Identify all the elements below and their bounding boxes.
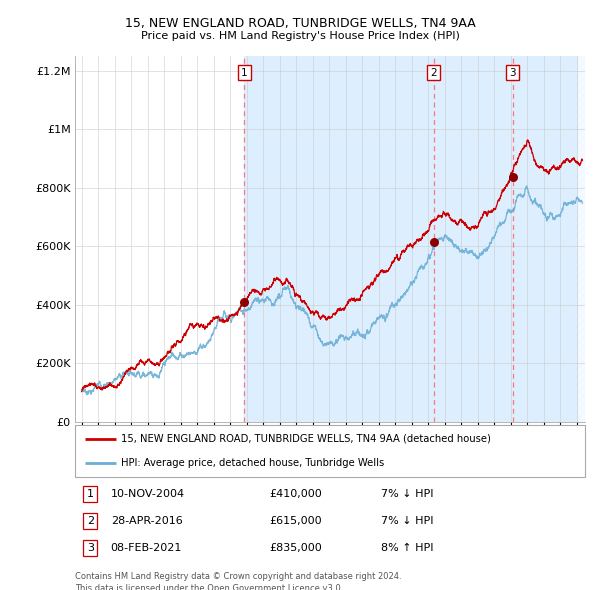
Text: £410,000: £410,000 <box>269 489 322 499</box>
Text: Price paid vs. HM Land Registry's House Price Index (HPI): Price paid vs. HM Land Registry's House … <box>140 31 460 41</box>
Text: Contains HM Land Registry data © Crown copyright and database right 2024.: Contains HM Land Registry data © Crown c… <box>75 572 401 581</box>
Text: 2: 2 <box>430 67 437 77</box>
Bar <box>578 56 585 422</box>
Text: £835,000: £835,000 <box>269 543 322 553</box>
Text: 15, NEW ENGLAND ROAD, TUNBRIDGE WELLS, TN4 9AA: 15, NEW ENGLAND ROAD, TUNBRIDGE WELLS, T… <box>125 17 475 30</box>
Text: This data is licensed under the Open Government Licence v3.0.: This data is licensed under the Open Gov… <box>75 584 343 590</box>
Text: 10-NOV-2004: 10-NOV-2004 <box>111 489 185 499</box>
Text: 8% ↑ HPI: 8% ↑ HPI <box>381 543 433 553</box>
Text: 3: 3 <box>87 543 94 553</box>
Text: 3: 3 <box>509 67 516 77</box>
Text: 1: 1 <box>241 67 248 77</box>
Text: 7% ↓ HPI: 7% ↓ HPI <box>381 489 433 499</box>
Text: 08-FEB-2021: 08-FEB-2021 <box>111 543 182 553</box>
Text: 15, NEW ENGLAND ROAD, TUNBRIDGE WELLS, TN4 9AA (detached house): 15, NEW ENGLAND ROAD, TUNBRIDGE WELLS, T… <box>121 434 491 444</box>
Bar <box>244 56 585 422</box>
Text: HPI: Average price, detached house, Tunbridge Wells: HPI: Average price, detached house, Tunb… <box>121 458 384 468</box>
FancyBboxPatch shape <box>75 425 585 477</box>
Text: 1: 1 <box>87 489 94 499</box>
Text: 2: 2 <box>87 516 94 526</box>
Text: £615,000: £615,000 <box>269 516 322 526</box>
Text: 28-APR-2016: 28-APR-2016 <box>111 516 182 526</box>
Text: 7% ↓ HPI: 7% ↓ HPI <box>381 516 433 526</box>
